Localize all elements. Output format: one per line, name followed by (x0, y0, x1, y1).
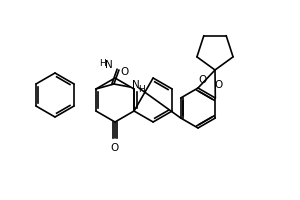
Text: O: O (214, 80, 222, 90)
Text: O: O (120, 67, 128, 77)
Text: N: N (132, 80, 140, 90)
Text: O: O (199, 75, 207, 85)
Text: H: H (138, 85, 145, 94)
Text: N: N (105, 60, 113, 70)
Text: H: H (100, 59, 106, 68)
Text: O: O (111, 143, 119, 153)
